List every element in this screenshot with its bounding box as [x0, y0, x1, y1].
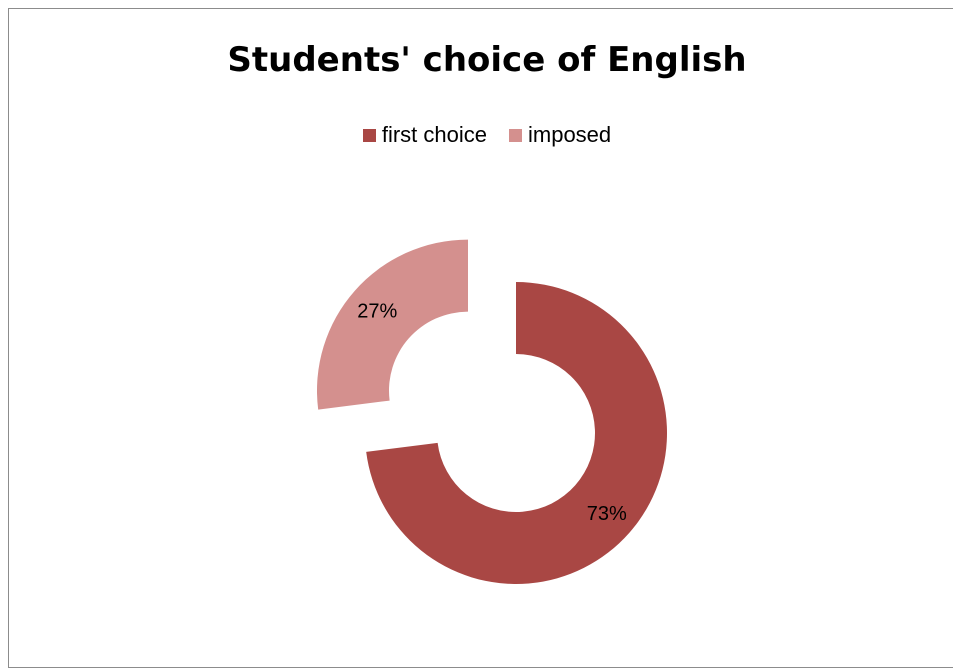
chart-legend: first choice imposed [0, 122, 953, 148]
chart-title: Students' choice of English [227, 40, 747, 80]
data-label-first-choice: 73% [587, 503, 627, 525]
donut-chart: 73% 27% [316, 239, 668, 584]
legend-entry-imposed: imposed [509, 122, 611, 148]
legend-label-imposed: imposed [528, 122, 612, 147]
legend-swatch-imposed [509, 128, 522, 142]
legend-label-first-choice: first choice [381, 122, 487, 147]
donut-slice-first-choice [366, 282, 668, 584]
data-label-imposed: 27% [357, 301, 397, 323]
legend-swatch-first-choice [362, 128, 376, 142]
donut-slice-imposed [316, 239, 468, 410]
legend-entry-first-choice: first choice [362, 122, 487, 148]
